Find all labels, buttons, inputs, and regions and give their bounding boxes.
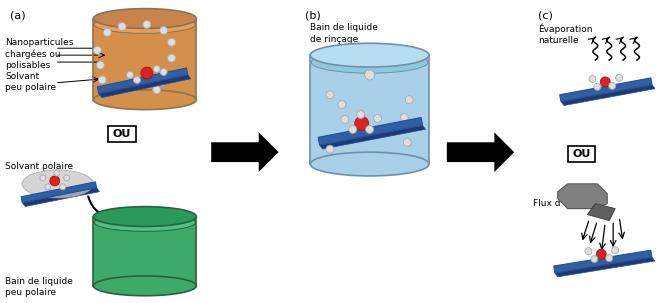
Ellipse shape [93,8,197,28]
Circle shape [585,248,592,255]
Polygon shape [447,132,514,172]
Circle shape [54,170,60,176]
Text: Évaporation
naturelle: Évaporation naturelle [538,23,592,45]
Circle shape [589,75,596,82]
Circle shape [365,70,375,80]
Circle shape [153,86,161,94]
Circle shape [326,145,334,153]
Polygon shape [318,118,422,145]
Circle shape [134,76,140,83]
Circle shape [609,82,616,89]
Polygon shape [555,257,655,277]
Polygon shape [559,78,652,102]
Polygon shape [99,75,191,98]
Circle shape [118,22,126,30]
Circle shape [338,101,346,108]
Circle shape [373,115,381,122]
Text: Flux d’azote: Flux d’azote [533,199,589,208]
Circle shape [594,83,601,90]
Circle shape [50,176,60,186]
Circle shape [357,111,365,118]
Circle shape [349,125,357,133]
Ellipse shape [311,52,428,73]
Circle shape [365,125,373,133]
Circle shape [612,247,618,254]
Circle shape [341,115,349,123]
Circle shape [160,68,167,75]
Text: Bain de liquide
peu polaire: Bain de liquide peu polaire [5,277,73,297]
Circle shape [154,65,160,72]
Circle shape [143,21,151,28]
Text: OU: OU [573,149,591,159]
Ellipse shape [310,43,429,67]
Circle shape [606,255,612,261]
Circle shape [103,28,111,36]
Text: Nanoparticules
chargées ou
polisables: Nanoparticules chargées ou polisables [5,38,73,70]
Polygon shape [93,217,197,286]
Text: (b): (b) [305,11,321,21]
Ellipse shape [22,170,93,198]
Circle shape [596,249,606,259]
Polygon shape [587,204,615,221]
FancyBboxPatch shape [108,126,136,142]
Ellipse shape [93,276,197,296]
Polygon shape [557,184,607,208]
Circle shape [99,76,107,84]
Ellipse shape [93,207,197,226]
Text: (a): (a) [10,11,26,21]
Circle shape [405,96,413,104]
Polygon shape [93,18,197,100]
Circle shape [169,71,177,79]
Polygon shape [320,125,426,149]
Ellipse shape [95,214,195,231]
Circle shape [616,75,622,82]
Circle shape [97,61,105,69]
Circle shape [126,72,134,78]
Polygon shape [561,85,655,105]
Circle shape [167,38,175,46]
Polygon shape [554,250,652,273]
Ellipse shape [310,152,429,176]
Circle shape [93,46,101,54]
Polygon shape [21,182,97,202]
Circle shape [355,117,369,130]
Ellipse shape [95,15,195,33]
Circle shape [64,175,70,181]
Ellipse shape [93,90,197,110]
Circle shape [158,78,166,86]
Text: OU: OU [113,129,131,139]
Text: Solvant polaire: Solvant polaire [5,162,73,171]
Polygon shape [211,132,279,172]
Circle shape [40,175,46,181]
Circle shape [600,77,610,87]
Circle shape [591,256,598,263]
FancyBboxPatch shape [567,146,595,162]
Circle shape [401,114,408,122]
Polygon shape [97,68,188,94]
Circle shape [141,67,153,79]
Polygon shape [310,55,429,164]
Text: (c): (c) [538,11,553,21]
Text: Solvant
peu polaire: Solvant peu polaire [5,72,56,92]
Circle shape [167,54,175,62]
Circle shape [160,26,167,34]
Polygon shape [23,188,99,207]
Circle shape [45,184,51,190]
Circle shape [60,184,66,190]
Circle shape [403,138,411,146]
Circle shape [326,91,334,99]
Text: Bain de liquide
de rinçage: Bain de liquide de rinçage [310,23,378,44]
